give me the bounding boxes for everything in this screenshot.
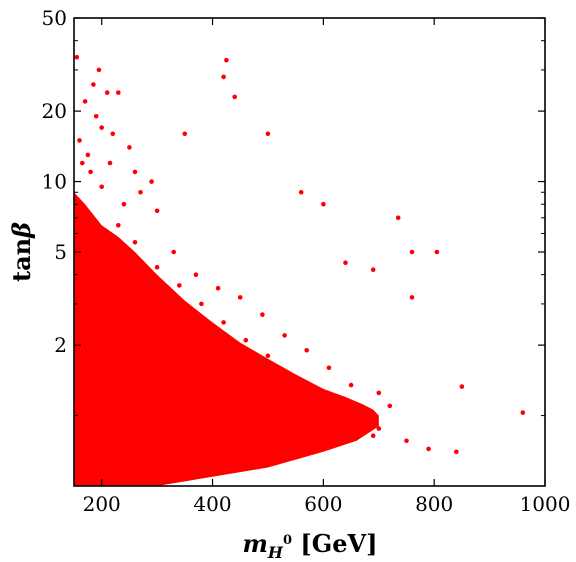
data-point xyxy=(171,249,176,255)
data-point xyxy=(154,265,160,270)
data-point xyxy=(326,365,332,371)
data-point xyxy=(221,320,226,325)
data-point xyxy=(127,145,132,150)
data-point xyxy=(310,386,315,392)
data-point xyxy=(426,446,431,452)
y-tick-label: 10 xyxy=(42,170,67,194)
data-point xyxy=(107,160,113,166)
y-tick-label: 2 xyxy=(54,333,67,357)
y-tick-label: 20 xyxy=(42,99,67,123)
data-point xyxy=(80,160,85,166)
data-point xyxy=(193,272,199,278)
data-point xyxy=(370,433,376,439)
x-axis-title: mH0 [GeV] xyxy=(242,529,377,562)
data-point xyxy=(321,201,326,207)
data-point xyxy=(99,184,104,190)
data-point xyxy=(376,426,382,431)
data-point xyxy=(149,179,154,184)
data-point xyxy=(221,74,226,80)
y-tick-label: 5 xyxy=(54,240,67,264)
data-point xyxy=(287,372,293,377)
x-tick-label: 800 xyxy=(415,492,453,516)
data-point xyxy=(387,403,393,409)
x-tick-label: 400 xyxy=(193,492,231,516)
y-tick-label: 50 xyxy=(42,6,67,30)
data-point xyxy=(265,131,271,137)
data-point xyxy=(93,114,99,119)
dense-point-cloud xyxy=(74,192,379,486)
data-point xyxy=(348,382,354,388)
data-point xyxy=(409,295,415,300)
data-point xyxy=(298,190,304,195)
data-point xyxy=(404,438,409,444)
x-tick-label: 1000 xyxy=(520,492,571,516)
data-point xyxy=(243,337,249,343)
data-point xyxy=(215,285,221,291)
data-point xyxy=(91,82,96,87)
point-density-region xyxy=(74,192,379,486)
data-point xyxy=(85,152,91,158)
data-point xyxy=(365,418,371,424)
data-point xyxy=(182,131,188,137)
data-point xyxy=(110,131,116,137)
data-point xyxy=(454,449,459,455)
data-point xyxy=(121,201,127,207)
y-axis-title: tanβ xyxy=(7,222,36,282)
data-point xyxy=(74,54,80,60)
data-point xyxy=(343,260,348,266)
data-point xyxy=(99,125,104,130)
x-tick-label: 600 xyxy=(304,492,342,516)
data-point xyxy=(96,67,102,73)
x-axis-ticks: 200 400 600 800 1000 xyxy=(83,18,571,516)
data-point xyxy=(237,295,243,300)
data-point xyxy=(138,190,143,195)
data-points xyxy=(74,54,526,455)
data-point xyxy=(282,333,287,338)
data-point xyxy=(395,215,401,221)
data-point xyxy=(354,413,359,418)
data-point xyxy=(224,57,229,63)
data-point xyxy=(409,249,415,255)
data-point xyxy=(332,399,337,404)
data-point xyxy=(265,353,271,359)
data-point xyxy=(520,410,526,415)
data-point xyxy=(154,208,160,214)
data-point xyxy=(376,390,382,396)
x-tick-label: 200 xyxy=(83,492,121,516)
data-point xyxy=(132,169,138,175)
data-point xyxy=(232,94,237,100)
data-point xyxy=(199,301,204,307)
data-point xyxy=(132,240,138,245)
data-point xyxy=(116,223,121,228)
data-point xyxy=(88,169,93,175)
data-point xyxy=(370,267,376,273)
data-point xyxy=(104,90,110,95)
data-point xyxy=(116,90,121,95)
y-axis-ticks: 2 5 10 20 50 xyxy=(42,6,545,417)
data-point xyxy=(177,283,182,288)
data-point xyxy=(434,249,440,255)
data-point xyxy=(459,384,465,389)
data-point xyxy=(82,99,88,104)
data-point xyxy=(77,138,82,143)
data-point xyxy=(304,348,310,353)
data-point xyxy=(260,312,265,317)
